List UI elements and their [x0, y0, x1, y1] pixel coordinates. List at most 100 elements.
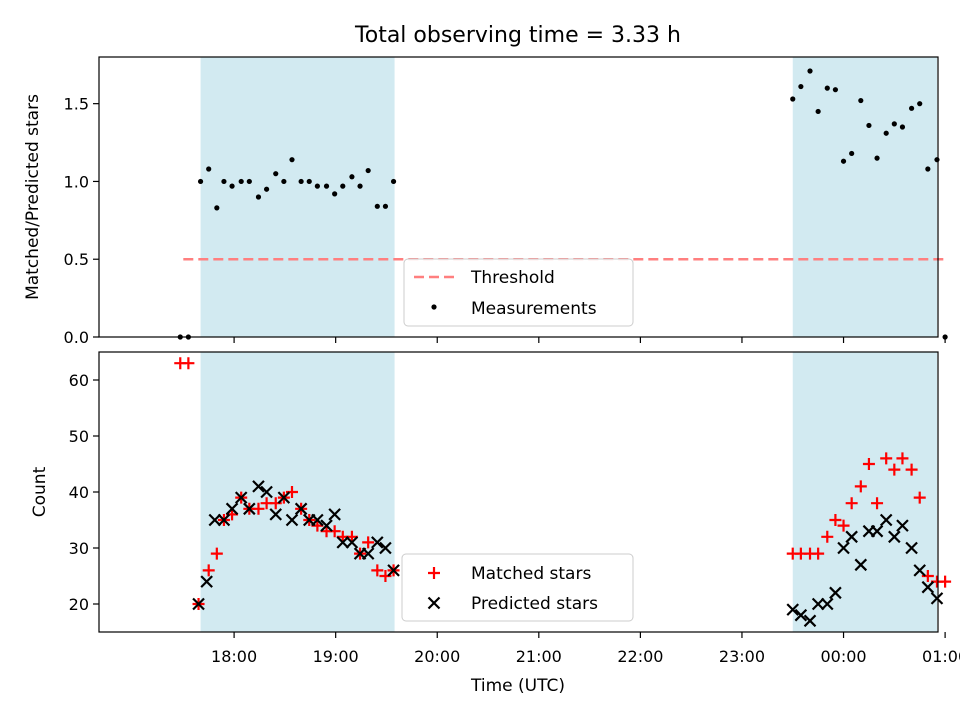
time-x-tick-label: 18:00 — [211, 647, 257, 666]
matched-star-point — [913, 491, 926, 504]
predicted-star-point — [217, 513, 231, 527]
predicted-star-point — [811, 597, 825, 611]
measurement-point — [899, 124, 906, 130]
measurement-point — [840, 158, 847, 164]
predicted-star-point — [786, 603, 800, 616]
measurement-point — [790, 96, 796, 102]
measurement-point — [917, 101, 923, 107]
predicted-star-point — [336, 536, 350, 549]
measurement-point — [273, 171, 279, 177]
measurement-points — [177, 68, 948, 340]
count-y-tick-label: 40 — [69, 483, 89, 502]
predicted-star-point — [870, 524, 884, 538]
predicted-star-point — [285, 513, 299, 527]
predicted-star-point — [387, 564, 400, 577]
legend-matched-swatch — [428, 567, 440, 579]
predicted-star-point — [913, 564, 926, 577]
count-legend: Matched stars Predicted stars — [401, 553, 634, 622]
predicted-star-point — [379, 541, 392, 555]
time-x-tick-label: 19:00 — [313, 647, 359, 666]
count-y-label: Count — [30, 466, 50, 517]
measurement-point — [849, 150, 855, 157]
count-legend-box — [401, 553, 634, 622]
x-axis-label: Time (UTC) — [470, 676, 565, 696]
matched-star-point — [210, 547, 223, 560]
time-x-tick-label: 20:00 — [414, 647, 460, 666]
predicted-star-point — [200, 575, 213, 588]
measurement-point — [357, 183, 363, 189]
count-shaded-intervals — [200, 352, 937, 632]
time-x-tick-label: 23:00 — [719, 647, 765, 666]
predicted-star-point — [371, 536, 384, 549]
legend-predicted-swatch — [427, 596, 441, 610]
measurement-point — [197, 178, 204, 185]
predicted-star-point — [821, 597, 834, 611]
ratio-shaded-interval — [200, 57, 395, 337]
measurement-point — [390, 178, 397, 185]
predicted-star-point — [192, 597, 205, 611]
measurement-point — [221, 178, 227, 185]
ratio-y-tick-label: 0.5 — [64, 250, 89, 269]
time-x-tick-label: 22:00 — [617, 647, 663, 666]
measurement-point — [883, 130, 889, 136]
measurement-point — [281, 178, 287, 185]
predicted-star-point — [896, 519, 909, 532]
measurement-point — [365, 167, 371, 174]
predicted-star-point — [269, 508, 283, 521]
matched-star-point — [888, 463, 901, 476]
predicted-star-point — [277, 491, 291, 504]
measurement-point — [306, 178, 312, 185]
measurement-point — [908, 105, 915, 111]
predicted-star-point — [879, 513, 893, 527]
predicted-star-point — [311, 513, 324, 527]
measurement-point — [263, 186, 270, 192]
measurement-point — [874, 155, 880, 161]
measurement-point — [349, 174, 355, 180]
predicted-star-point — [905, 541, 918, 555]
ratio-shaded-interval — [792, 57, 937, 337]
ratio-x-ticks — [233, 337, 946, 343]
measurement-point — [815, 108, 821, 115]
predicted-star-point — [320, 519, 333, 532]
measurement-point — [832, 87, 839, 93]
count-y-tick-label: 20 — [69, 595, 89, 614]
ratio-plot-frame — [98, 56, 939, 338]
measurement-point — [382, 203, 389, 209]
matched-star-point — [862, 458, 875, 470]
predicted-star-point — [345, 536, 359, 549]
predicted-star-point — [829, 586, 842, 600]
predicted-star-points — [192, 480, 944, 628]
predicted-star-point — [803, 614, 817, 628]
legend-threshold-label: Threshold — [470, 268, 555, 288]
matched-star-point — [939, 575, 952, 588]
measurement-point — [332, 191, 338, 197]
legend-matched-marker — [428, 567, 440, 579]
time-x-axis: 18:00 19:00 20:00 21:00 22:00 23:00 00:00 01:00 — [211, 632, 960, 666]
matched-star-points — [174, 357, 952, 610]
ratio-legend-box — [403, 258, 634, 327]
time-x-tick-label: 00:00 — [820, 647, 866, 666]
predicted-star-point — [243, 502, 256, 516]
count-y-tick-label: 60 — [69, 371, 89, 390]
ratio-shaded-intervals — [200, 57, 937, 337]
predicted-star-point — [845, 530, 858, 544]
predicted-star-point — [361, 547, 375, 560]
matched-star-point — [182, 357, 195, 370]
measurement-point — [289, 157, 295, 163]
matched-star-point — [845, 497, 858, 510]
predicted-star-point — [328, 508, 341, 521]
matched-star-point — [202, 564, 215, 577]
predicted-star-point — [854, 558, 868, 572]
predicted-star-point — [837, 541, 850, 555]
ratio-legend: Threshold Measurements — [403, 258, 634, 327]
legend-predicted-marker — [427, 596, 441, 610]
measurement-point — [340, 183, 346, 189]
matched-star-point — [362, 536, 375, 549]
matched-star-point — [821, 530, 834, 543]
matched-star-point — [896, 452, 909, 465]
predicted-star-point — [930, 592, 944, 605]
measurement-point — [314, 183, 320, 189]
ratio-y-axis: 0.0 0.5 1.0 1.5 — [64, 95, 99, 347]
measurement-point — [374, 203, 380, 209]
matched-star-point — [252, 502, 265, 515]
